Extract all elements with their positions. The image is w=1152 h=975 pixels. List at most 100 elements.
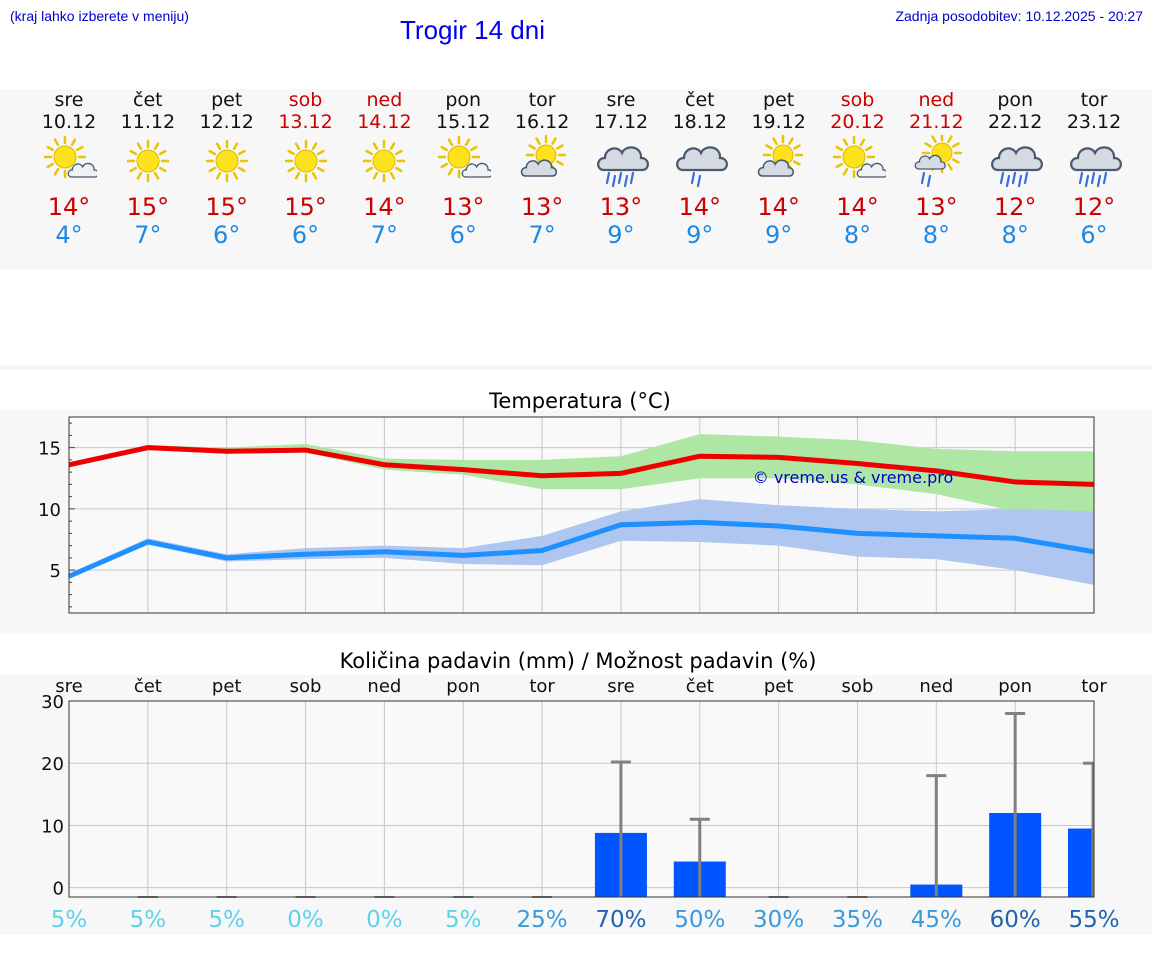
max-temperature: 15° xyxy=(284,193,327,221)
series-line-min xyxy=(68,519,1095,579)
max-temperature: 14° xyxy=(757,193,800,221)
y-tick-label: 10 xyxy=(41,816,64,837)
x-tick-label: sre xyxy=(607,676,634,697)
precip-probability: 50% xyxy=(674,907,725,933)
min-temperature: 7° xyxy=(370,221,399,249)
max-temperature: 13° xyxy=(520,193,564,221)
day-date: 15.12 xyxy=(436,111,491,133)
day-column: sob 13.12 15° 6° xyxy=(266,89,346,249)
x-tick-label: sob xyxy=(290,676,322,697)
x-tick-label: čet xyxy=(134,676,162,697)
chart-title: Količina padavin (mm) / Možnost padavin … xyxy=(340,649,817,673)
max-temperature: 14° xyxy=(678,193,722,221)
x-tick-label: sre xyxy=(55,676,82,697)
min-temperature: 6° xyxy=(1080,221,1108,249)
day-date: 23.12 xyxy=(1066,111,1122,133)
series-band-min xyxy=(69,499,1094,585)
sun-rain-icon xyxy=(896,132,976,191)
x-tick-label: pon xyxy=(446,676,480,697)
precip-bar xyxy=(1068,828,1094,897)
day-name: sob xyxy=(840,89,875,111)
precip-probability: 5% xyxy=(51,907,88,933)
min-temperature: 9° xyxy=(686,221,714,249)
max-temperature: 13° xyxy=(441,193,485,221)
min-temperature: 7° xyxy=(528,221,556,249)
page-title: Trogir 14 dni xyxy=(400,15,545,45)
day-date: 19.12 xyxy=(751,111,806,133)
last-update: Zadnja posodobitev: 10.12.2025 - 20:27 xyxy=(895,8,1143,24)
min-temperature: 9° xyxy=(607,221,635,249)
precip-probability: 35% xyxy=(832,907,883,933)
plot-frame xyxy=(68,416,1095,614)
min-temperature: 7° xyxy=(134,221,162,249)
plot-area xyxy=(69,701,1094,897)
precip-probability: 0% xyxy=(366,907,403,933)
day-name: čet xyxy=(133,89,163,111)
day-name: tor xyxy=(528,89,556,111)
precip-probability: 60% xyxy=(990,907,1041,933)
max-temperature: 14° xyxy=(363,193,406,221)
series-line-max xyxy=(68,445,1095,487)
forecast-band xyxy=(0,89,1152,269)
day-column: pon 15.12 13° 6° xyxy=(423,89,503,249)
plot-frame xyxy=(68,700,1095,898)
y-tick-label: 20 xyxy=(41,754,64,775)
day-column: pet 19.12 14° 9° xyxy=(739,89,819,249)
x-tick-label: pet xyxy=(212,676,242,697)
day-name: ned xyxy=(366,89,403,111)
day-column: ned 14.12 14° 7° xyxy=(344,89,424,249)
sun-icon xyxy=(108,135,188,191)
min-temperature: 6° xyxy=(449,221,477,249)
precip-probability: 5% xyxy=(445,907,482,933)
min-temperature: 8° xyxy=(843,221,872,249)
day-name: sob xyxy=(288,89,323,111)
day-column: ned 21.12 13° 8° xyxy=(896,89,976,249)
x-tick-label: sob xyxy=(842,676,874,697)
cloud-sun-icon xyxy=(502,134,582,191)
heavy-rain-icon xyxy=(1054,135,1134,191)
y-tick-label: 15 xyxy=(38,439,61,460)
y-tick-label: 30 xyxy=(41,692,64,713)
cloud-sun-icon xyxy=(739,134,819,191)
day-name: pon xyxy=(997,89,1034,111)
day-name: tor xyxy=(1080,89,1108,111)
watermark: © vreme.us & vreme.pro xyxy=(753,468,954,487)
y-tick-label: 5 xyxy=(50,561,61,582)
sun-cloud-icon xyxy=(818,135,898,191)
precip-probability: 25% xyxy=(517,907,568,933)
sun-icon xyxy=(266,135,346,191)
day-name: pet xyxy=(211,89,243,111)
x-tick-label: pon xyxy=(998,676,1032,697)
min-temperature: 4° xyxy=(55,221,83,249)
heavy-rain-icon xyxy=(975,135,1055,191)
day-column: pon 22.12 12° 8° xyxy=(975,89,1055,249)
day-date: 12.12 xyxy=(199,111,254,133)
day-column: sre 10.12 14° 4° xyxy=(29,89,109,249)
day-column: čet 11.12 15° 7° xyxy=(108,89,188,249)
day-date: 11.12 xyxy=(120,111,176,133)
day-column: čet 18.12 14° 9° xyxy=(660,89,740,249)
precip-probability: 5% xyxy=(208,907,245,933)
day-name: pon xyxy=(445,89,482,111)
x-tick-label: čet xyxy=(686,676,714,697)
min-temperature: 9° xyxy=(765,221,793,249)
precip-probability: 30% xyxy=(753,907,804,933)
min-temperature: 8° xyxy=(1001,221,1029,249)
precip-probability: 5% xyxy=(130,907,167,933)
precip-probability: 70% xyxy=(595,907,646,933)
day-date: 18.12 xyxy=(672,111,727,133)
max-temperature: 14° xyxy=(47,193,91,221)
day-column: sob 20.12 14° 8° xyxy=(818,89,898,249)
y-tick-label: 0 xyxy=(53,879,64,900)
day-column: sre 17.12 13° 9° xyxy=(581,89,661,249)
max-temperature: 12° xyxy=(1072,193,1116,221)
day-date: 10.12 xyxy=(41,111,97,133)
max-temperature: 15° xyxy=(126,193,170,221)
heavy-rain-icon xyxy=(581,135,661,191)
rain-icon xyxy=(660,135,740,191)
min-temperature: 8° xyxy=(922,221,950,249)
x-tick-label: ned xyxy=(367,676,401,697)
day-column: tor 23.12 12° 6° xyxy=(1054,89,1134,249)
precip-probability: 55% xyxy=(1068,907,1119,933)
